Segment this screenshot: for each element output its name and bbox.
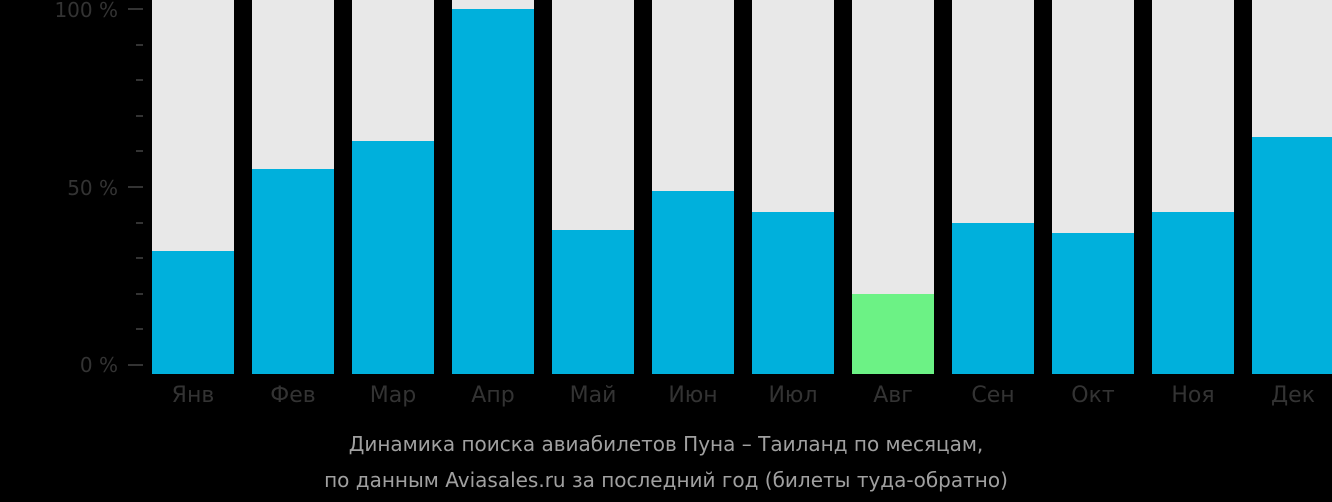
bar-value <box>552 229 634 374</box>
bar-value <box>1152 211 1234 374</box>
bar-10 <box>1052 0 1134 374</box>
y-tick <box>136 257 143 260</box>
bar-12 <box>1252 0 1332 374</box>
caption-line-2: по данным Aviasales.ru за последний год … <box>324 468 1008 492</box>
y-tick <box>128 186 143 188</box>
x-label: Май <box>569 383 617 408</box>
bar-8 <box>852 0 934 374</box>
x-label: Фев <box>270 383 316 408</box>
bar-value <box>852 293 934 374</box>
bar-chart: 100 % 50 % 0 % <box>54 0 1332 377</box>
x-label: Ноя <box>1171 383 1215 408</box>
bar-5 <box>552 0 634 374</box>
y-tick <box>136 292 143 295</box>
x-label: Апр <box>471 383 515 408</box>
bar-4 <box>452 0 534 374</box>
caption-line-1: Динамика поиска авиабилетов Пуна – Таила… <box>348 432 984 456</box>
bar-value <box>452 9 534 374</box>
bar-value <box>952 222 1034 374</box>
y-label-50: 50 % <box>67 176 118 200</box>
bar-3 <box>352 0 434 374</box>
y-label-0: 0 % <box>79 353 118 377</box>
bar-value <box>352 140 434 374</box>
bar-7 <box>752 0 834 374</box>
bar-value <box>652 190 734 374</box>
x-label: Авг <box>873 383 913 408</box>
bar-value <box>752 211 834 374</box>
y-label-100: 100 % <box>54 0 118 22</box>
bar-11 <box>1152 0 1234 374</box>
y-tick <box>136 150 143 153</box>
x-label: Янв <box>171 383 215 408</box>
bar-1 <box>152 0 234 374</box>
bar-value <box>152 251 234 374</box>
y-tick <box>128 364 143 366</box>
bar-value <box>1252 137 1332 374</box>
x-label: Мар <box>369 383 417 408</box>
bar-value <box>252 169 334 374</box>
y-tick <box>136 221 143 224</box>
y-tick <box>136 114 143 117</box>
bar-9 <box>952 0 1034 374</box>
bar-value <box>1052 233 1134 374</box>
x-label: Дек <box>1270 383 1315 408</box>
x-label: Сен <box>971 383 1015 408</box>
x-label: Окт <box>1071 383 1115 408</box>
y-tick <box>128 8 143 10</box>
y-tick <box>136 43 143 46</box>
y-tick <box>136 79 143 82</box>
y-tick <box>136 328 143 331</box>
bar-2 <box>252 0 334 374</box>
x-label: Июн <box>668 383 718 408</box>
x-label: Июл <box>768 383 818 408</box>
bar-6 <box>652 0 734 374</box>
